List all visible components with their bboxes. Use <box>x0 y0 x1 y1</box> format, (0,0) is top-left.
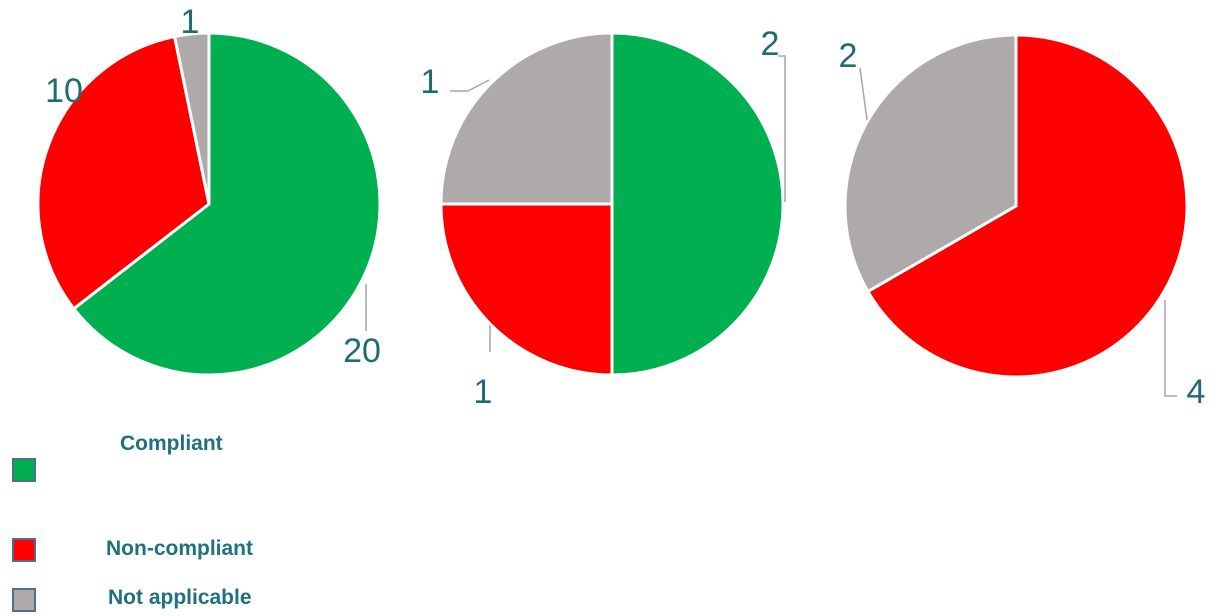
pie-2-leader-line <box>450 79 490 92</box>
pie-3-slice-non-compliant <box>866 33 1189 379</box>
pie-2-slice-compliant <box>610 31 785 377</box>
pie-1-data-label: 20 <box>343 332 381 370</box>
pie-2-data-label: 2 <box>761 25 780 63</box>
pie-1-slice-compliant <box>72 31 382 377</box>
legend-label-not-applicable: Not applicable <box>108 586 252 609</box>
pie-chart-1: 20 10 1 <box>36 3 382 377</box>
legend-label-non-compliant: Non-compliant <box>106 537 253 560</box>
legend-swatch-non-compliant <box>12 538 36 562</box>
pie-3-slice-not-applicable <box>843 33 1018 293</box>
pie-1-data-label: 1 <box>181 3 200 41</box>
legend-swatch-not-applicable <box>12 588 36 612</box>
pie-chart-2: 2 1 1 <box>421 25 786 411</box>
pie-2-leader-line <box>778 55 786 202</box>
pie-1-data-label: 10 <box>45 72 83 110</box>
legend-label-compliant: Compliant <box>120 432 223 455</box>
pie-chart-3: 42 <box>839 33 1206 411</box>
pie-1-slice-non-compliant <box>36 35 211 311</box>
pie-1-slice-not-applicable <box>173 31 211 206</box>
pie-2-data-label: 1 <box>421 63 440 101</box>
pie-2-slice-not-applicable <box>439 31 614 206</box>
legend-swatch-compliant <box>12 458 36 482</box>
pie-3-leader-line <box>1164 300 1177 397</box>
pie-3-data-label: 2 <box>839 37 858 75</box>
pie-3-leader-line <box>859 67 868 121</box>
pie-3-data-label: 4 <box>1187 373 1206 411</box>
pie-2-slice-non-compliant <box>439 202 614 377</box>
pie-2-data-label: 1 <box>474 373 493 411</box>
